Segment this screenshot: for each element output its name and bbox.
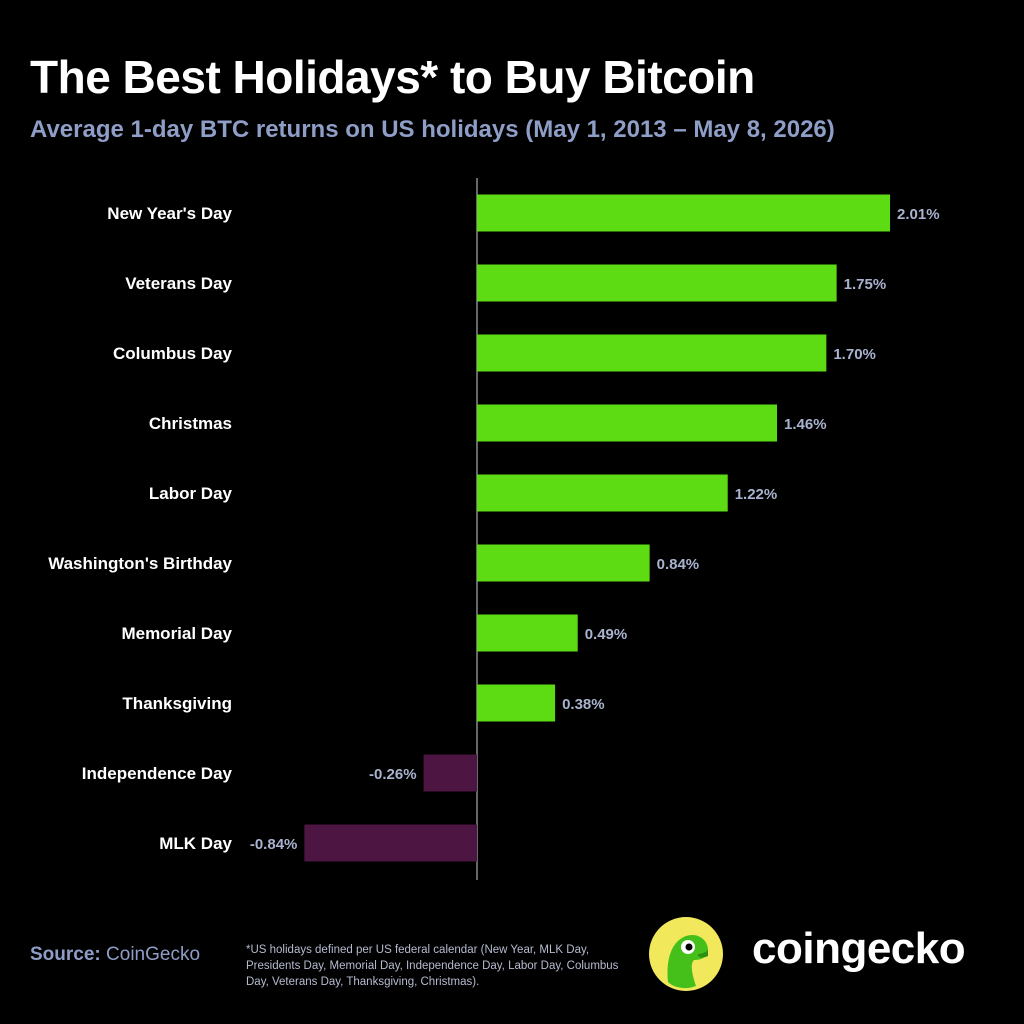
category-label: Memorial Day [121,624,232,643]
bar [477,684,556,722]
source-label: Source: [30,944,101,965]
value-label: 1.70% [833,346,876,363]
category-label: Labor Day [149,484,233,503]
footnote: *US holidays defined per US federal cale… [246,944,619,988]
value-label: 1.22% [735,486,778,503]
category-label: Columbus Day [113,344,233,363]
bar [304,824,477,862]
source-value: CoinGecko [106,944,201,965]
chart-subtitle: Average 1-day BTC returns on US holidays… [30,116,835,143]
category-label: New Year's Day [107,204,232,223]
category-label: Independence Day [82,764,233,783]
value-label: 1.75% [844,276,887,293]
bar [477,474,728,512]
category-label: Christmas [149,414,232,433]
bar [477,614,578,652]
bar [477,264,837,302]
value-label: 2.01% [897,206,940,223]
value-label: 0.38% [562,696,605,713]
bar [477,334,827,372]
value-label: -0.26% [369,766,417,783]
category-label: Thanksgiving [122,694,232,713]
source-line: Source: CoinGecko [30,944,200,966]
value-label: 0.84% [657,556,700,573]
bar-chart: New Year's Day 2.01% Veterans Day 1.75% Colu… [48,178,940,880]
value-label: -0.84% [250,836,298,853]
value-label: 0.49% [585,626,628,643]
value-label: 1.46% [784,416,827,433]
bar [477,544,650,582]
coingecko-wordmark: coingecko [752,924,966,973]
bar [477,404,778,442]
bar [423,754,477,792]
category-label: MLK Day [159,834,232,853]
chart-title: The Best Holidays* to Buy Bitcoin [30,51,755,103]
coingecko-gecko-logo-icon [649,917,723,991]
category-label: Veterans Day [125,274,232,293]
bar [477,194,891,232]
category-label: Washington's Birthday [48,554,232,573]
